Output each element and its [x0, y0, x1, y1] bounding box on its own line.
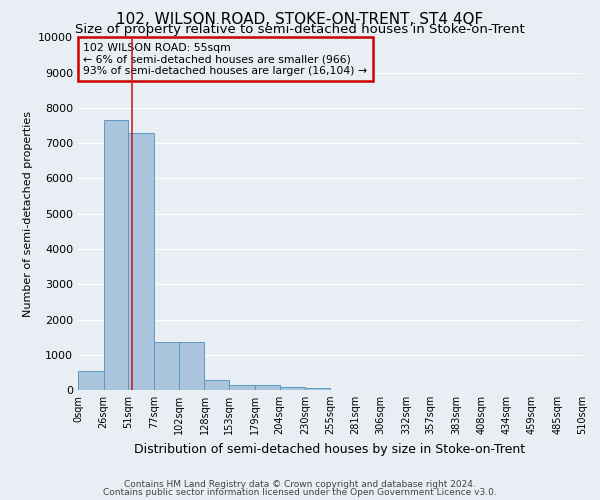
Bar	[128, 132, 154, 390]
Bar	[78, 370, 104, 390]
Y-axis label: Number of semi-detached properties: Number of semi-detached properties	[23, 111, 32, 317]
Text: Size of property relative to semi-detached houses in Stoke-on-Trent: Size of property relative to semi-detach…	[75, 24, 525, 36]
Bar	[305, 388, 330, 390]
Bar	[229, 384, 255, 390]
X-axis label: Distribution of semi-detached houses by size in Stoke-on-Trent: Distribution of semi-detached houses by …	[134, 442, 526, 456]
Bar	[280, 387, 305, 390]
Bar	[205, 380, 229, 390]
Bar	[154, 342, 179, 390]
Text: 102 WILSON ROAD: 55sqm
← 6% of semi-detached houses are smaller (966)
93% of sem: 102 WILSON ROAD: 55sqm ← 6% of semi-deta…	[83, 43, 367, 76]
Bar	[104, 120, 128, 390]
Text: Contains HM Land Registry data © Crown copyright and database right 2024.: Contains HM Land Registry data © Crown c…	[124, 480, 476, 489]
Bar	[255, 386, 280, 390]
Bar	[179, 342, 205, 390]
Text: 102, WILSON ROAD, STOKE-ON-TRENT, ST4 4QF: 102, WILSON ROAD, STOKE-ON-TRENT, ST4 4Q…	[116, 12, 484, 28]
Text: Contains public sector information licensed under the Open Government Licence v3: Contains public sector information licen…	[103, 488, 497, 497]
